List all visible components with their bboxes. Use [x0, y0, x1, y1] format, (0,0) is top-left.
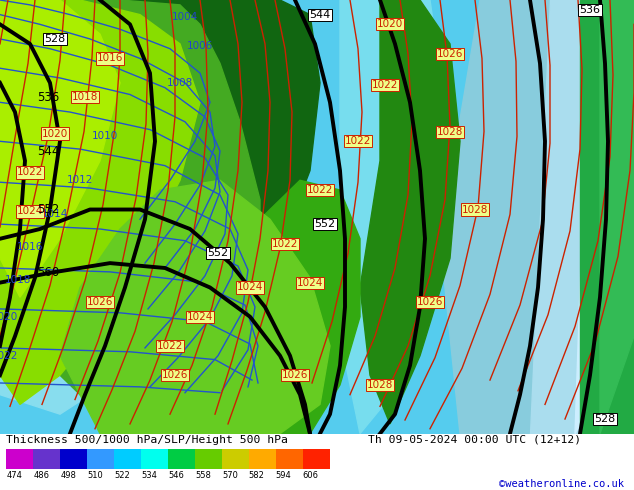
Text: 1026: 1026	[437, 49, 463, 59]
Text: 1022: 1022	[157, 341, 183, 351]
Text: 1028: 1028	[462, 204, 488, 215]
Text: 1028: 1028	[367, 380, 393, 390]
Text: 1020: 1020	[42, 128, 68, 139]
Text: 1016: 1016	[97, 53, 123, 64]
Text: 582: 582	[249, 471, 265, 480]
Polygon shape	[0, 0, 120, 297]
Text: 1008: 1008	[167, 78, 193, 88]
Text: 536: 536	[37, 91, 59, 104]
Bar	[141, 449, 168, 468]
Text: 1024: 1024	[187, 312, 213, 322]
Polygon shape	[0, 0, 120, 394]
Text: 1022: 1022	[345, 136, 371, 147]
Polygon shape	[575, 0, 634, 434]
Text: 1024: 1024	[237, 282, 263, 293]
Text: 560: 560	[37, 267, 59, 279]
Text: 606: 606	[303, 471, 319, 480]
Text: 474: 474	[6, 471, 22, 480]
Polygon shape	[0, 0, 220, 414]
Polygon shape	[0, 0, 200, 404]
Text: 546: 546	[168, 471, 184, 480]
Text: 510: 510	[87, 471, 103, 480]
Polygon shape	[90, 0, 320, 385]
Text: ©weatheronline.co.uk: ©weatheronline.co.uk	[500, 479, 624, 489]
Text: 544: 544	[309, 10, 330, 20]
Text: 1026: 1026	[417, 297, 443, 307]
Text: 1020: 1020	[377, 20, 403, 29]
Text: 1026: 1026	[162, 370, 188, 380]
Text: 544: 544	[37, 145, 59, 158]
Text: 1022: 1022	[0, 351, 18, 361]
Bar	[195, 449, 222, 468]
Polygon shape	[0, 0, 634, 434]
Text: 528: 528	[44, 34, 66, 44]
Text: 1024: 1024	[17, 206, 43, 217]
Bar	[168, 449, 195, 468]
Text: 1012: 1012	[67, 175, 93, 185]
Text: 570: 570	[222, 471, 238, 480]
Text: 558: 558	[195, 471, 211, 480]
Text: Th 09-05-2024 00:00 UTC (12+12): Th 09-05-2024 00:00 UTC (12+12)	[368, 435, 581, 445]
Text: 1028: 1028	[437, 126, 463, 137]
Text: 552: 552	[207, 248, 229, 258]
Bar	[222, 449, 249, 468]
Text: 1022: 1022	[307, 185, 333, 195]
Polygon shape	[60, 180, 330, 434]
Text: 1014: 1014	[42, 209, 68, 220]
Polygon shape	[440, 0, 634, 434]
Text: 1016: 1016	[17, 242, 43, 251]
Text: 1010: 1010	[92, 131, 118, 142]
Text: 1004: 1004	[172, 12, 198, 22]
Text: 594: 594	[276, 471, 292, 480]
Text: 1026: 1026	[281, 370, 308, 380]
Text: 536: 536	[579, 5, 600, 15]
Text: 1022: 1022	[272, 239, 298, 248]
Polygon shape	[260, 180, 360, 434]
Text: 1006: 1006	[187, 41, 213, 51]
Polygon shape	[580, 0, 634, 434]
Bar	[87, 449, 114, 468]
Bar	[60, 449, 87, 468]
Text: 1018: 1018	[5, 275, 31, 285]
Bar	[114, 449, 141, 468]
Text: 552: 552	[314, 219, 335, 229]
Text: 1024: 1024	[297, 278, 323, 288]
Polygon shape	[0, 0, 260, 424]
Text: 1018: 1018	[72, 93, 98, 102]
Text: 1020: 1020	[0, 312, 18, 322]
Bar	[6, 449, 33, 468]
Text: 486: 486	[34, 471, 49, 480]
Polygon shape	[530, 0, 634, 434]
Text: 1026: 1026	[87, 297, 113, 307]
Bar	[303, 449, 330, 468]
Polygon shape	[360, 0, 460, 424]
Bar	[249, 449, 276, 468]
Text: 552: 552	[37, 203, 59, 216]
Text: 522: 522	[114, 471, 130, 480]
Polygon shape	[340, 0, 450, 434]
Text: 498: 498	[60, 471, 76, 480]
Text: 1022: 1022	[17, 168, 43, 177]
Polygon shape	[600, 0, 634, 434]
Bar	[276, 449, 303, 468]
Text: Thickness 500/1000 hPa/SLP/Height 500 hPa: Thickness 500/1000 hPa/SLP/Height 500 hP…	[6, 435, 288, 445]
Text: 1022: 1022	[372, 80, 398, 90]
Text: 552: 552	[207, 248, 229, 258]
Text: 528: 528	[595, 414, 616, 424]
Text: 534: 534	[141, 471, 157, 480]
Bar	[34, 449, 60, 468]
